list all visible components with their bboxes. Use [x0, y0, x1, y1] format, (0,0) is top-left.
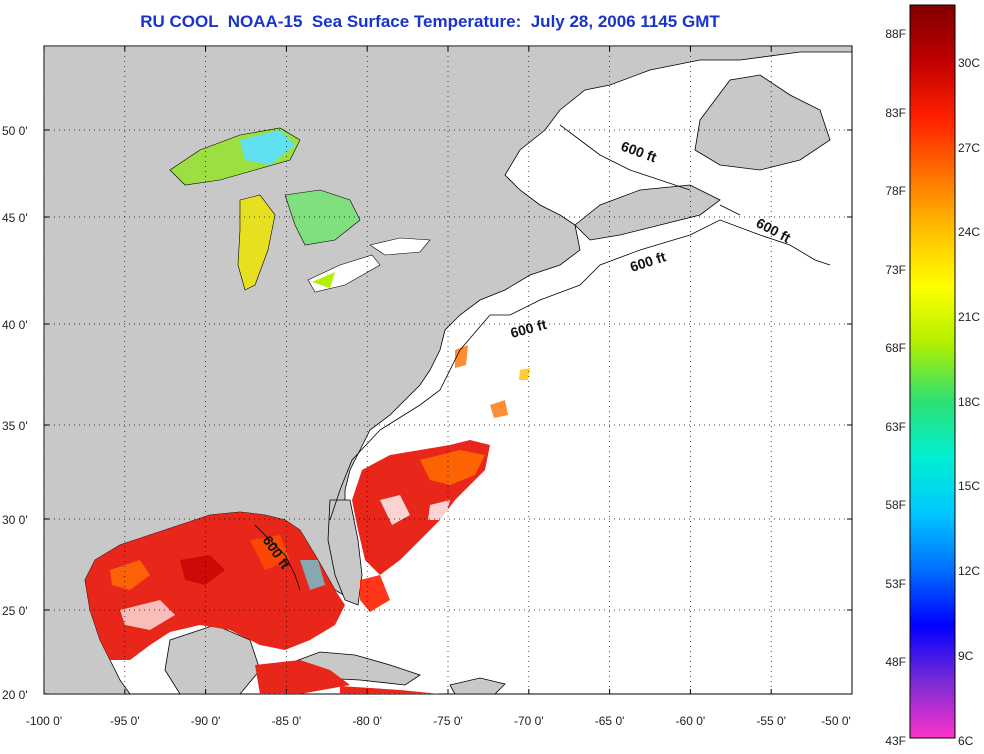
- colorbar-f-label: 88F: [885, 27, 906, 41]
- colorbar-celsius-labels: 30C 27C 24C 21C 18C 15C 12C 9C 6C: [958, 56, 980, 748]
- lake-ontario: [369, 237, 431, 256]
- colorbar-c-label: 24C: [958, 225, 980, 239]
- colorbar-f-label: 78F: [885, 184, 906, 198]
- lon-tick: -55 0': [756, 714, 786, 728]
- lon-tick: -75 0': [433, 714, 463, 728]
- colorbar-c-label: 12C: [958, 564, 980, 578]
- colorbar-c-label: 18C: [958, 395, 980, 409]
- lat-tick: 35 0': [2, 419, 28, 433]
- lon-tick: -85 0': [272, 714, 302, 728]
- lat-tick: 45 0': [2, 211, 28, 225]
- land-florida: [327, 499, 363, 606]
- lake-michigan: [237, 194, 276, 291]
- lon-tick: -60 0': [676, 714, 706, 728]
- lat-tick: 25 0': [2, 604, 28, 618]
- colorbar-f-label: 73F: [885, 263, 906, 277]
- lon-tick: -80 0': [352, 714, 382, 728]
- gulf-of-mexico-sst: [85, 512, 440, 694]
- colorbar-f-label: 68F: [885, 341, 906, 355]
- colorbar-f-label: 58F: [885, 498, 906, 512]
- land-nova-scotia: [574, 184, 721, 241]
- lon-tick: -100 0': [26, 714, 62, 728]
- great-lakes-sst: [169, 127, 431, 293]
- colorbar-f-label: 43F: [885, 734, 906, 748]
- lat-tick: 40 0': [2, 318, 28, 332]
- lat-tick: 20 0': [2, 688, 28, 702]
- longitude-labels: -100 0' -95 0' -90 0' -85 0' -80 0' -75 …: [26, 714, 851, 728]
- lon-tick: -95 0': [110, 714, 140, 728]
- colorbar: [909, 4, 956, 739]
- lat-tick: 30 0': [2, 513, 28, 527]
- lon-tick: -90 0': [191, 714, 221, 728]
- lon-tick: -70 0': [514, 714, 544, 728]
- lake-erie-sst: [312, 272, 335, 288]
- colorbar-fahrenheit-labels: 88F 83F 78F 73F 68F 63F 58F 53F 48F 43F: [885, 27, 906, 748]
- map-graticule: [44, 46, 852, 694]
- colorbar-c-label: 6C: [958, 734, 974, 748]
- depth-contour-600ft: [329, 124, 831, 521]
- lat-tick: 50 0': [2, 124, 28, 138]
- lon-tick: -50 0': [821, 714, 851, 728]
- lake-huron: [284, 189, 361, 246]
- atlantic-sst: [352, 345, 530, 612]
- lake-superior-cool: [240, 130, 295, 165]
- land-hispaniola: [449, 677, 506, 694]
- land-newfoundland: [694, 74, 831, 171]
- colorbar-c-label: 30C: [958, 56, 980, 70]
- colorbar-c-label: 9C: [958, 649, 974, 663]
- map-title: RU COOL NOAA-15 Sea Surface Temperature:…: [140, 12, 720, 31]
- frame-ticks: [43, 46, 853, 695]
- colorbar-c-label: 27C: [958, 141, 980, 155]
- lon-tick: -65 0': [595, 714, 625, 728]
- colorbar-c-label: 15C: [958, 479, 980, 493]
- colorbar-f-label: 83F: [885, 106, 906, 120]
- colorbar-f-label: 63F: [885, 420, 906, 434]
- colorbar-c-label: 21C: [958, 310, 980, 324]
- latitude-labels: 50 0' 45 0' 40 0' 35 0' 30 0' 25 0' 20 0…: [2, 124, 28, 702]
- colorbar-f-label: 48F: [885, 655, 906, 669]
- colorbar-f-label: 53F: [885, 577, 906, 591]
